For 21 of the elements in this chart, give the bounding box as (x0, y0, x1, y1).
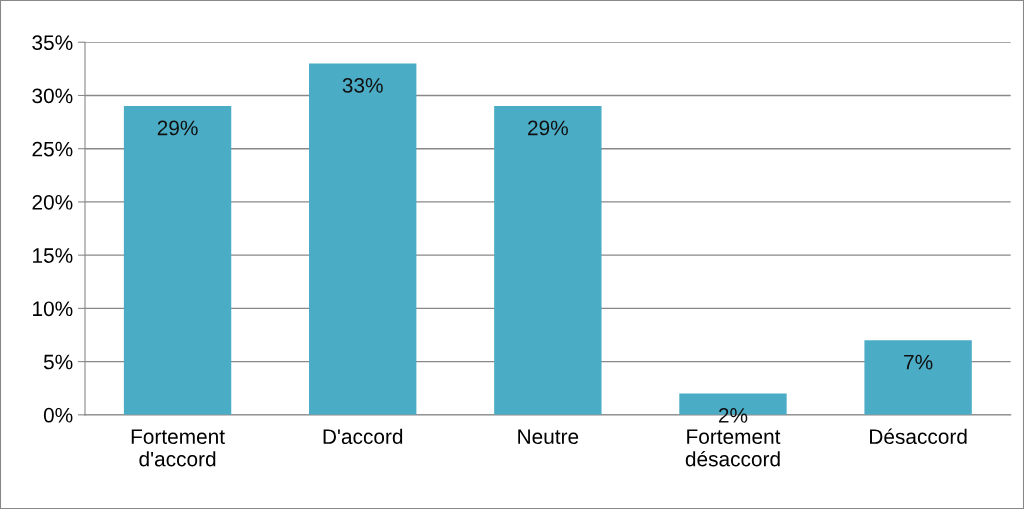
data-label: 33% (342, 78, 383, 93)
x-tick-label: Désaccord (870, 428, 967, 445)
bar (864, 340, 972, 415)
y-tick-label: 20% (32, 194, 73, 210)
y-tick-label: 35% (32, 35, 73, 50)
bar (309, 63, 417, 415)
data-label: 7% (904, 354, 933, 370)
y-tick-label: 25% (32, 141, 73, 157)
bar (494, 106, 602, 415)
data-label: 29% (528, 120, 568, 136)
x-tick-label: Fortement désaccord (685, 429, 781, 467)
x-tick-label: D'accord (323, 428, 403, 445)
x-tick-label: Fortement d'accord (131, 429, 225, 467)
y-tick-label: 30% (32, 88, 73, 104)
y-tick-label: 5% (43, 354, 73, 370)
bar (123, 106, 232, 415)
x-tick-label: Neutre (518, 429, 579, 445)
data-label: 29% (157, 120, 198, 136)
y-tick-label: 15% (33, 248, 73, 263)
y-tick-label: 0% (43, 407, 73, 423)
y-tick-label: 10% (33, 301, 73, 317)
